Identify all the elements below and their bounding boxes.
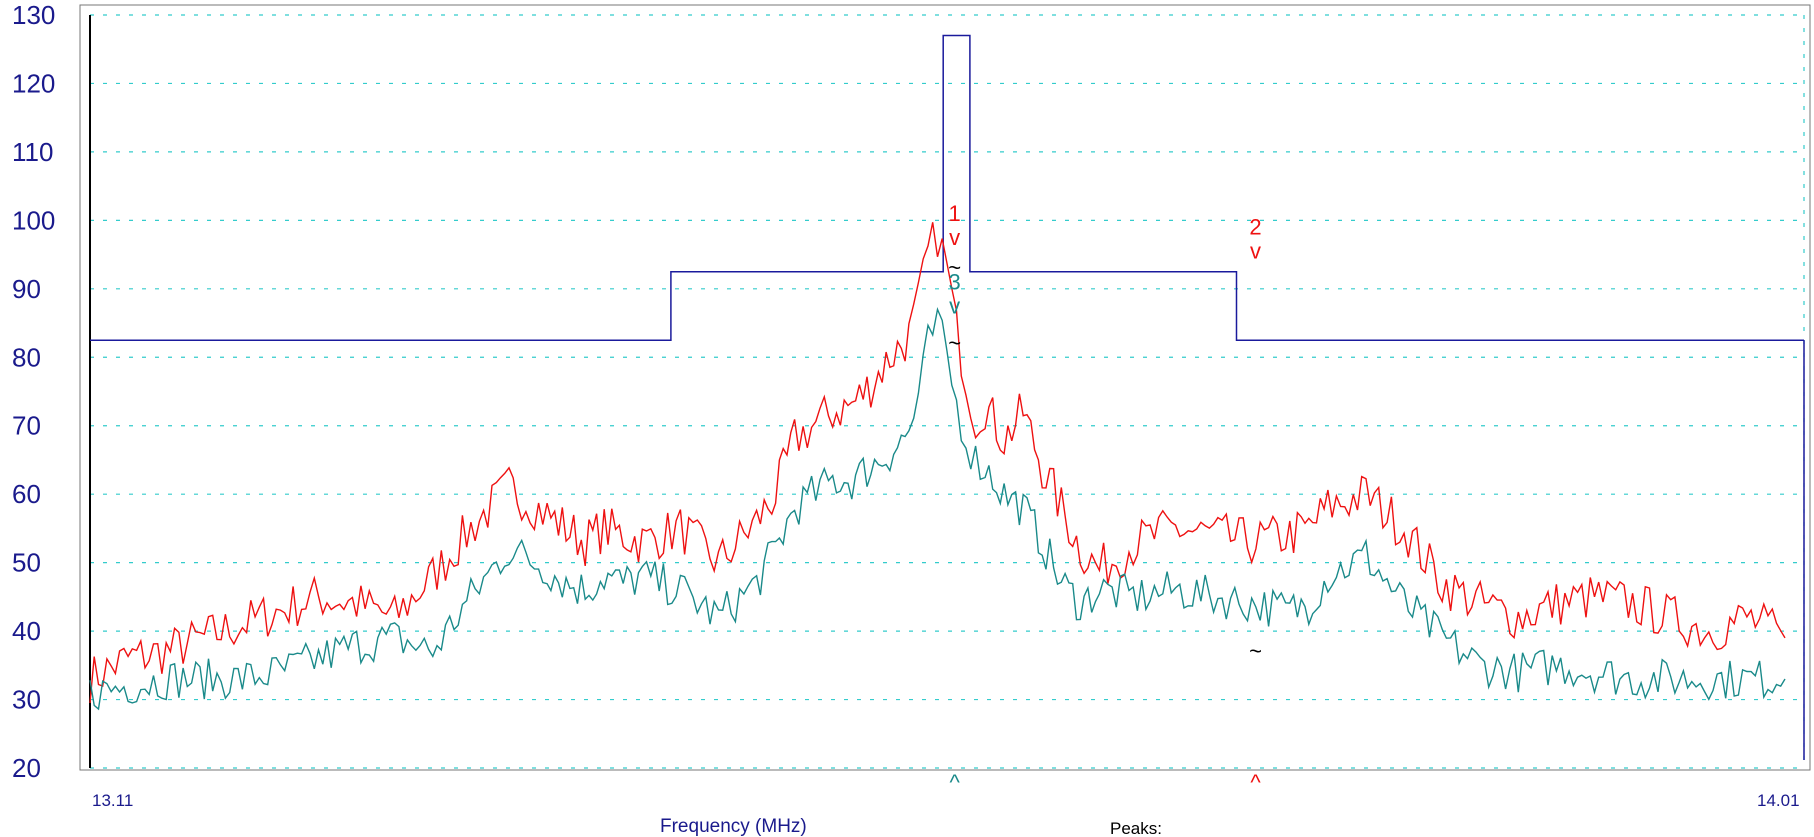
series-lines [89,34,1805,760]
series-teal-line [89,307,1786,711]
marker-v-glyph: v [949,225,960,250]
marker-number: 3 [948,269,960,294]
marker-v-glyph: v [1250,239,1261,264]
tilde-marker: ~ [948,330,961,355]
y-tick-label: 130 [12,0,55,30]
x-axis-label: Frequency (MHz) [660,816,807,837]
y-tick-label: 20 [12,753,41,783]
y-tick-label: 80 [12,342,41,372]
marker-number: 1 [948,201,960,226]
tilde-marker: ~ [948,255,961,280]
y-tick-label: 50 [12,548,41,578]
y-tick-label: 90 [12,274,41,304]
y-tick-label: 110 [12,137,53,167]
bottom-caret: ^ [1250,770,1261,795]
y-tick-label: 70 [12,411,41,441]
bottom-caret: ^ [949,770,960,795]
y-tick-label: 120 [12,68,55,98]
y-tick-label: 100 [12,205,55,235]
marker-number: 2 [1249,215,1261,240]
y-tick-label: 60 [12,479,41,509]
marker-v-glyph: v [949,293,960,318]
y-tick-label: 30 [12,685,41,715]
peaks-label: Peaks: [1110,819,1162,837]
series-red-line [89,222,1786,704]
y-tick-labels: 20 30 40 50 60 70 80 90 100 110 120 130 [12,0,55,783]
x-tick-label-min: 13.11 [92,791,133,810]
x-tick-label-max: 14.01 [1757,791,1800,810]
tilde-marker: ~ [1249,638,1262,663]
gridlines [90,14,1805,769]
y-tick-label: 40 [12,616,41,646]
plot-frame [79,4,1811,771]
limit-line [90,34,1804,341]
